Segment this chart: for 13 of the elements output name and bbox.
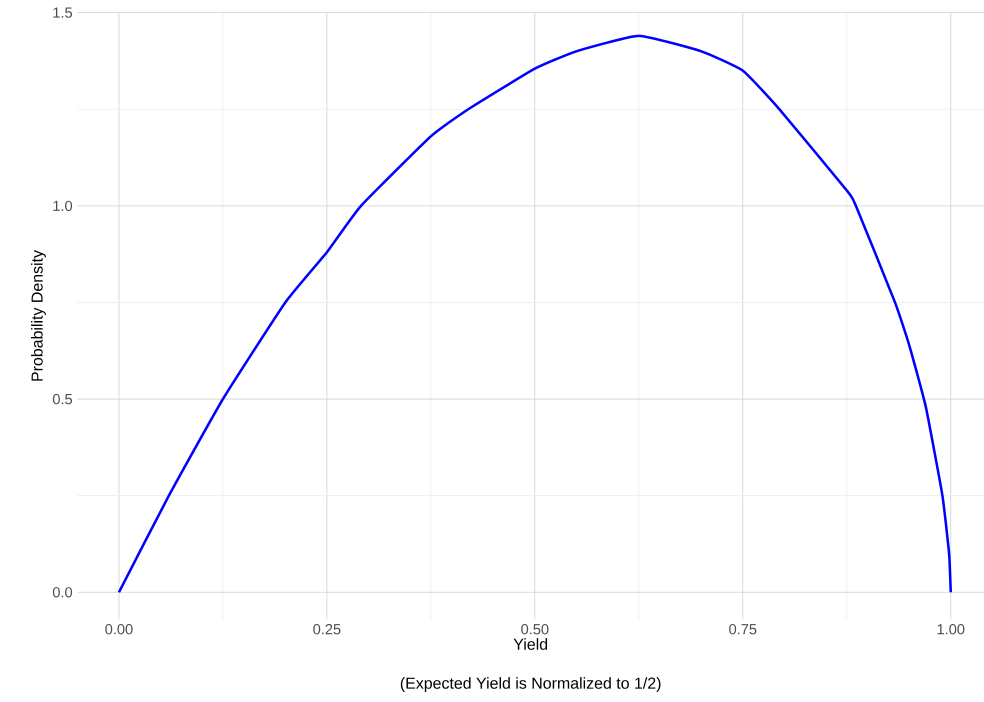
x-tick-label: 0.50 bbox=[521, 624, 548, 634]
y-tick-label: 1.5 bbox=[53, 8, 72, 18]
x-tick-label: 0.00 bbox=[105, 624, 133, 634]
y-tick-label: 0.0 bbox=[52, 587, 72, 598]
x-tick-label: 0.25 bbox=[313, 624, 340, 634]
y-axis-title: Probability Density bbox=[31, 250, 46, 381]
x-tick-label: 1.00 bbox=[938, 624, 964, 634]
text: (Expected Yield is Normalized to 1/2) bbox=[400, 677, 660, 692]
x-axis-title: Yield bbox=[514, 638, 548, 650]
line-series bbox=[118, 34, 952, 594]
x-tick-label: 0.75 bbox=[729, 624, 756, 634]
y-tick-label: 0.5 bbox=[52, 394, 72, 404]
y-tick-label: 1.0 bbox=[53, 200, 72, 212]
